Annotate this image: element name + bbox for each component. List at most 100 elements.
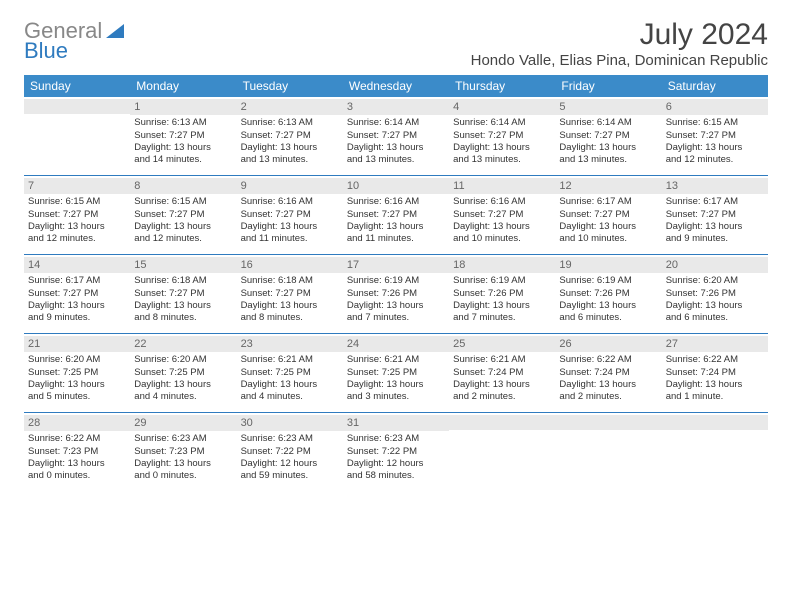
day-cell xyxy=(662,413,768,491)
day-cell: 31Sunrise: 6:23 AMSunset: 7:22 PMDayligh… xyxy=(343,413,449,491)
day-number: 20 xyxy=(662,257,768,273)
day-sunrise: Sunrise: 6:20 AM xyxy=(666,275,764,287)
day-cell xyxy=(24,97,130,175)
day-daylight1: Daylight: 13 hours xyxy=(666,379,764,391)
day-number: 21 xyxy=(24,336,130,352)
day-header-sat: Saturday xyxy=(662,75,768,97)
day-sunset: Sunset: 7:27 PM xyxy=(28,209,126,221)
day-number: 1 xyxy=(130,99,236,115)
day-number: 30 xyxy=(237,415,343,431)
day-content: Sunrise: 6:20 AMSunset: 7:26 PMDaylight:… xyxy=(666,275,764,324)
day-content: Sunrise: 6:19 AMSunset: 7:26 PMDaylight:… xyxy=(559,275,657,324)
day-content: Sunrise: 6:17 AMSunset: 7:27 PMDaylight:… xyxy=(28,275,126,324)
month-title: July 2024 xyxy=(471,18,768,52)
day-content: Sunrise: 6:15 AMSunset: 7:27 PMDaylight:… xyxy=(28,196,126,245)
day-daylight2: and 8 minutes. xyxy=(134,312,232,324)
day-sunrise: Sunrise: 6:19 AM xyxy=(347,275,445,287)
day-number: 24 xyxy=(343,336,449,352)
day-content: Sunrise: 6:21 AMSunset: 7:25 PMDaylight:… xyxy=(347,354,445,403)
day-sunset: Sunset: 7:25 PM xyxy=(134,367,232,379)
day-content: Sunrise: 6:17 AMSunset: 7:27 PMDaylight:… xyxy=(559,196,657,245)
day-daylight2: and 10 minutes. xyxy=(559,233,657,245)
day-content: Sunrise: 6:16 AMSunset: 7:27 PMDaylight:… xyxy=(347,196,445,245)
day-cell: 4Sunrise: 6:14 AMSunset: 7:27 PMDaylight… xyxy=(449,97,555,175)
day-daylight1: Daylight: 12 hours xyxy=(347,458,445,470)
day-sunset: Sunset: 7:22 PM xyxy=(347,446,445,458)
day-cell: 29Sunrise: 6:23 AMSunset: 7:23 PMDayligh… xyxy=(130,413,236,491)
day-cell: 6 Sunrise: 6:15 AMSunset: 7:27 PMDaylight… xyxy=(662,97,768,175)
day-daylight1: Daylight: 13 hours xyxy=(666,221,764,233)
day-number: 27 xyxy=(662,336,768,352)
day-daylight2: and 13 minutes. xyxy=(347,154,445,166)
day-number: 5 xyxy=(555,99,661,115)
day-daylight2: and 2 minutes. xyxy=(559,391,657,403)
day-content: Sunrise: 6:23 AMSunset: 7:22 PMDaylight:… xyxy=(241,433,339,482)
day-sunrise: Sunrise: 6:15 AM xyxy=(666,117,764,129)
day-sunset: Sunset: 7:27 PM xyxy=(559,209,657,221)
day-daylight1: Daylight: 13 hours xyxy=(559,142,657,154)
day-daylight2: and 1 minute. xyxy=(666,391,764,403)
day-cell: 1 Sunrise: 6:13 AMSunset: 7:27 PMDaylight… xyxy=(130,97,236,175)
day-sunset: Sunset: 7:26 PM xyxy=(453,288,551,300)
day-daylight1: Daylight: 13 hours xyxy=(559,379,657,391)
day-sunset: Sunset: 7:25 PM xyxy=(28,367,126,379)
day-content: Sunrise: 6:23 AMSunset: 7:22 PMDaylight:… xyxy=(347,433,445,482)
day-sunset: Sunset: 7:26 PM xyxy=(347,288,445,300)
day-content: Sunrise: 6:22 AMSunset: 7:23 PMDaylight:… xyxy=(28,433,126,482)
day-number: 6 xyxy=(662,99,768,115)
day-daylight2: and 0 minutes. xyxy=(28,470,126,482)
day-daylight2: and 13 minutes. xyxy=(559,154,657,166)
day-daylight1: Daylight: 13 hours xyxy=(241,142,339,154)
day-cell: 2Sunrise: 6:13 AMSunset: 7:27 PMDaylight… xyxy=(237,97,343,175)
day-daylight1: Daylight: 13 hours xyxy=(453,221,551,233)
day-content: Sunrise: 6:13 AMSunset: 7:27 PMDaylight:… xyxy=(241,117,339,166)
day-number: 26 xyxy=(555,336,661,352)
day-daylight1: Daylight: 13 hours xyxy=(134,221,232,233)
day-sunset: Sunset: 7:27 PM xyxy=(666,209,764,221)
week-row: 7Sunrise: 6:15 AMSunset: 7:27 PMDaylight… xyxy=(24,175,768,254)
day-sunrise: Sunrise: 6:16 AM xyxy=(453,196,551,208)
day-sunset: Sunset: 7:27 PM xyxy=(134,130,232,142)
day-cell: 26Sunrise: 6:22 AMSunset: 7:24 PMDayligh… xyxy=(555,334,661,412)
day-daylight1: Daylight: 13 hours xyxy=(453,379,551,391)
day-sunrise: Sunrise: 6:23 AM xyxy=(134,433,232,445)
day-sunrise: Sunrise: 6:19 AM xyxy=(559,275,657,287)
day-sunset: Sunset: 7:27 PM xyxy=(134,288,232,300)
day-sunrise: Sunrise: 6:14 AM xyxy=(453,117,551,129)
day-daylight1: Daylight: 13 hours xyxy=(134,142,232,154)
day-content: Sunrise: 6:18 AMSunset: 7:27 PMDaylight:… xyxy=(134,275,232,324)
day-content: Sunrise: 6:15 AMSunset: 7:27 PMDaylight:… xyxy=(666,117,764,166)
day-sunset: Sunset: 7:27 PM xyxy=(241,288,339,300)
day-daylight1: Daylight: 13 hours xyxy=(666,300,764,312)
day-number: 16 xyxy=(237,257,343,273)
day-content: Sunrise: 6:15 AMSunset: 7:27 PMDaylight:… xyxy=(134,196,232,245)
day-sunrise: Sunrise: 6:14 AM xyxy=(347,117,445,129)
day-cell: 17Sunrise: 6:19 AMSunset: 7:26 PMDayligh… xyxy=(343,255,449,333)
day-cell: 22Sunrise: 6:20 AMSunset: 7:25 PMDayligh… xyxy=(130,334,236,412)
day-sunset: Sunset: 7:27 PM xyxy=(241,209,339,221)
day-content: Sunrise: 6:13 AMSunset: 7:27 PMDaylight:… xyxy=(134,117,232,166)
day-sunrise: Sunrise: 6:22 AM xyxy=(28,433,126,445)
day-daylight1: Daylight: 12 hours xyxy=(241,458,339,470)
day-sunrise: Sunrise: 6:21 AM xyxy=(347,354,445,366)
logo-triangle-icon xyxy=(106,24,124,38)
day-sunrise: Sunrise: 6:17 AM xyxy=(28,275,126,287)
day-cell: 20 Sunrise: 6:20 AMSunset: 7:26 PMDayligh… xyxy=(662,255,768,333)
day-sunset: Sunset: 7:26 PM xyxy=(666,288,764,300)
day-cell: 10Sunrise: 6:16 AMSunset: 7:27 PMDayligh… xyxy=(343,176,449,254)
day-sunset: Sunset: 7:24 PM xyxy=(559,367,657,379)
day-daylight2: and 13 minutes. xyxy=(453,154,551,166)
day-sunset: Sunset: 7:27 PM xyxy=(28,288,126,300)
day-daylight1: Daylight: 13 hours xyxy=(453,142,551,154)
day-sunrise: Sunrise: 6:13 AM xyxy=(241,117,339,129)
day-number: 11 xyxy=(449,178,555,194)
day-daylight1: Daylight: 13 hours xyxy=(28,379,126,391)
day-daylight1: Daylight: 13 hours xyxy=(134,300,232,312)
day-number: 3 xyxy=(343,99,449,115)
day-number xyxy=(662,415,768,430)
day-number: 13 xyxy=(662,178,768,194)
day-daylight1: Daylight: 13 hours xyxy=(347,142,445,154)
day-sunrise: Sunrise: 6:20 AM xyxy=(134,354,232,366)
day-content: Sunrise: 6:21 AMSunset: 7:24 PMDaylight:… xyxy=(453,354,551,403)
day-header-fri: Friday xyxy=(555,75,661,97)
